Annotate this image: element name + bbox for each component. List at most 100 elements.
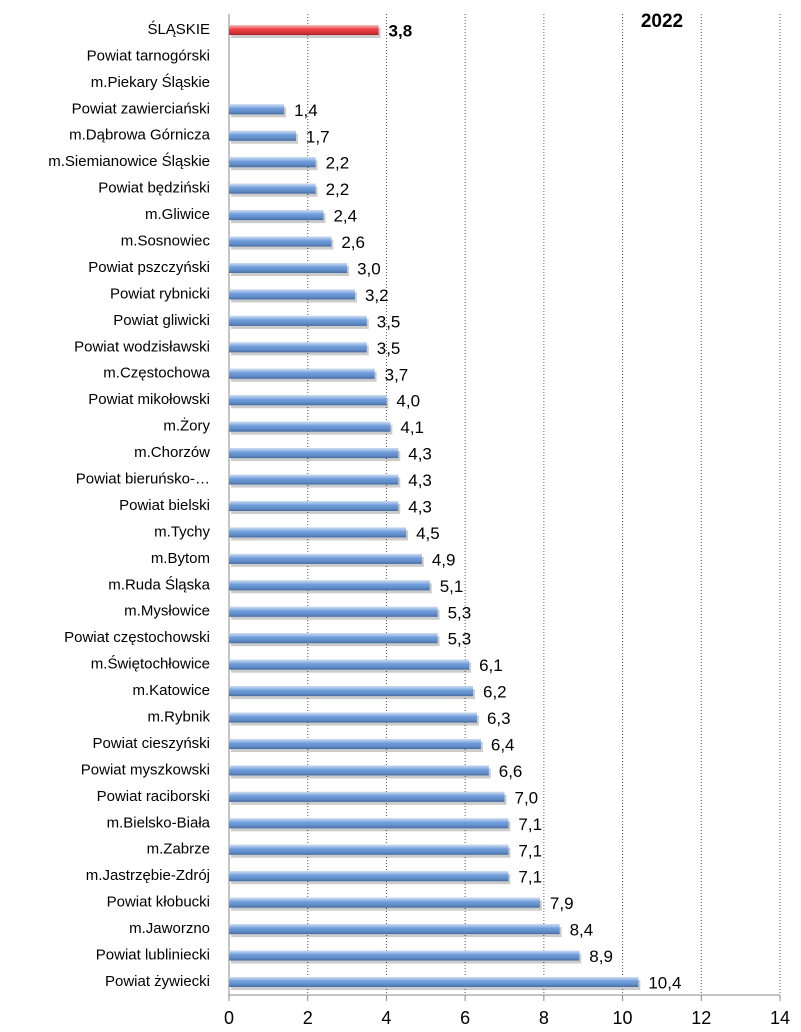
- y-tick-label: m.Rybnik: [147, 709, 210, 726]
- y-tick-label: m.Żory: [163, 417, 210, 435]
- bar-shine: [229, 633, 438, 644]
- value-label: 7,1: [518, 868, 542, 887]
- value-label: 4,1: [400, 418, 424, 437]
- value-label: 4,0: [396, 392, 420, 411]
- bar-shine: [229, 501, 399, 511]
- bar-shine: [229, 527, 407, 538]
- y-tick-label: Powiat częstochowski: [64, 629, 210, 646]
- value-label: 10,4: [648, 973, 681, 992]
- value-label: 2,2: [326, 154, 350, 173]
- x-tick-label: 4: [381, 1008, 391, 1028]
- bar-shine: [229, 686, 474, 697]
- y-tick-label: Powiat gliwicki: [113, 312, 210, 329]
- y-tick-label: Powiat kłobucki: [107, 894, 210, 911]
- bar-shine: [229, 739, 481, 749]
- bar-shine: [229, 130, 296, 141]
- value-label: 3,2: [365, 286, 389, 305]
- bar-shine: [229, 897, 540, 908]
- bar-shine: [229, 25, 379, 35]
- value-label: 2,6: [341, 233, 365, 252]
- y-tick-label: m.Jastrzębie-Zdrój: [86, 867, 210, 884]
- y-tick-label: m.Dąbrowa Górnicza: [69, 127, 211, 144]
- y-tick-label: m.Bytom: [151, 550, 210, 567]
- value-label: 5,1: [440, 577, 464, 596]
- y-tick-label: m.Świętochłowice: [91, 655, 210, 673]
- y-tick-label: Powiat mikołowski: [88, 391, 210, 408]
- value-label: 5,3: [448, 630, 472, 649]
- value-label: 6,1: [479, 656, 503, 675]
- value-label: 4,3: [408, 445, 432, 464]
- bar-shine: [229, 474, 399, 485]
- value-label: 5,3: [448, 603, 472, 622]
- bar-shine: [229, 157, 316, 168]
- bar-shine: [229, 421, 391, 432]
- y-tick-label: m.Sosnowiec: [121, 233, 211, 250]
- y-tick-label: m.Gliwice: [145, 206, 210, 223]
- bar-shine: [229, 210, 324, 221]
- bar-shine: [229, 553, 422, 564]
- bar-shine: [229, 844, 509, 855]
- value-label: 8,4: [570, 921, 594, 940]
- y-tick-label: Powiat rybnicki: [110, 285, 210, 302]
- y-tick-label: m.Katowice: [132, 682, 210, 699]
- bar-shine: [229, 289, 355, 300]
- y-tick-label: Powiat wodzisławski: [74, 338, 210, 355]
- value-label: 3,7: [385, 365, 409, 384]
- value-label: 4,3: [408, 471, 432, 490]
- value-label: 2,4: [333, 207, 357, 226]
- bar-shine: [229, 342, 367, 353]
- value-label: 7,1: [518, 815, 542, 834]
- x-tick-label: 10: [613, 1008, 633, 1028]
- value-label: 6,2: [483, 683, 507, 702]
- y-tick-label: m.Zabrze: [147, 841, 210, 858]
- y-tick-label: Powiat myszkowski: [81, 761, 210, 778]
- value-label: 3,5: [377, 339, 401, 358]
- bar-shine: [229, 606, 438, 617]
- value-label: 3,0: [357, 259, 381, 278]
- bar-shine: [229, 368, 375, 379]
- bar-shine: [229, 104, 285, 115]
- bar-shine: [229, 263, 348, 273]
- value-label: 7,9: [550, 894, 574, 913]
- bar-shine: [229, 580, 430, 591]
- y-tick-label: m.Jaworzno: [129, 920, 210, 937]
- bar-shine: [229, 924, 560, 935]
- y-tick-label: ŚLĄSKIE: [147, 20, 210, 38]
- value-label: 6,6: [499, 762, 523, 781]
- y-tick-label: Powiat lubliniecki: [96, 947, 210, 964]
- y-tick-label: Powiat będziński: [98, 180, 210, 197]
- x-tick-label: 12: [691, 1008, 711, 1028]
- bar-shine: [229, 659, 470, 670]
- y-tick-label: m.Bielsko-Biała: [107, 814, 211, 831]
- bar-shine: [229, 765, 489, 776]
- y-tick-label: m.Tychy: [154, 523, 210, 540]
- y-tick-label: Powiat żywiecki: [105, 973, 210, 990]
- bar-shine: [229, 448, 399, 459]
- y-tick-label: Powiat bielski: [119, 497, 210, 514]
- x-tick-label: 2: [303, 1008, 313, 1028]
- bar-shine: [229, 818, 509, 829]
- x-tick-label: 8: [539, 1008, 549, 1028]
- bar-shine: [229, 183, 316, 194]
- bar-shine: [229, 315, 367, 326]
- y-tick-label: Powiat raciborski: [97, 788, 210, 805]
- value-label: 3,5: [377, 312, 401, 331]
- title-box: [625, 8, 699, 36]
- value-label: 4,9: [432, 550, 456, 569]
- y-tick-label: m.Siemianowice Śląskie: [48, 152, 210, 170]
- bar-shine: [229, 236, 332, 247]
- bar-shine: [229, 791, 505, 802]
- y-tick-label: Powiat bieruńsko-…: [76, 471, 210, 488]
- x-tick-label: 0: [224, 1008, 234, 1028]
- value-label: 1,4: [294, 101, 318, 120]
- bar-shine: [229, 871, 509, 882]
- x-tick-label: 14: [770, 1008, 790, 1028]
- bar-shine: [229, 950, 580, 961]
- value-label: 4,5: [416, 524, 440, 543]
- y-tick-label: Powiat cieszyński: [92, 735, 210, 752]
- value-label: 3,8: [389, 21, 413, 40]
- value-label: 6,3: [487, 709, 511, 728]
- y-tick-label: m.Mysłowice: [124, 603, 210, 620]
- y-tick-label: m.Piekary Śląskie: [91, 73, 210, 91]
